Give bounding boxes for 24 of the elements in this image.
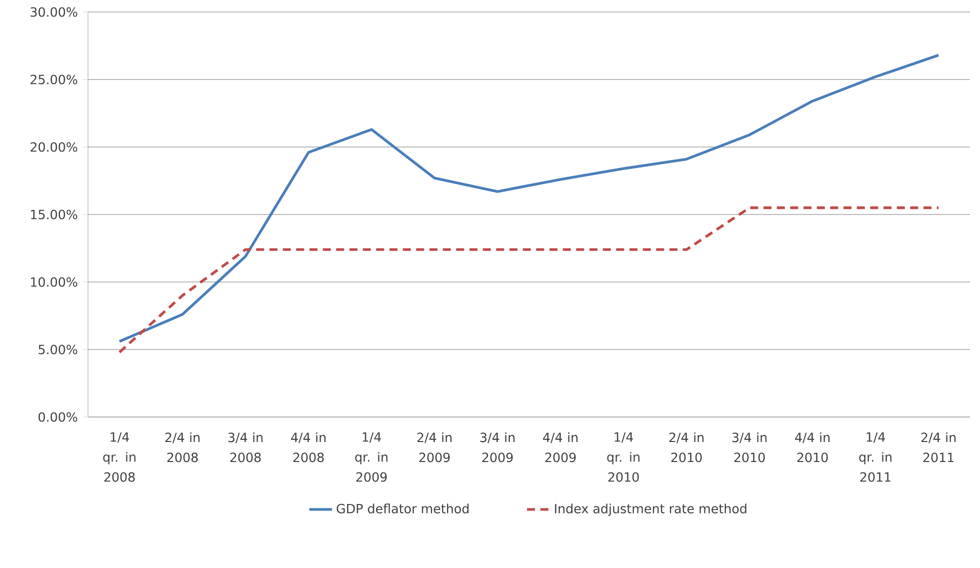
y-tick-label: 5.00% [38,344,78,354]
y-tick-label: 30.00% [30,7,78,17]
y-tick-label: 10.00% [31,277,78,287]
x-tick-label: 1/4 qr. in 2010 [607,432,640,482]
legend-label: Index adjustment rate method [555,504,746,516]
legend-label: GDP deflator method [336,504,469,514]
x-tick-label: 2/4 in 2010 [669,432,704,462]
x-tick-label: 3/4 in 2008 [228,432,263,462]
y-tick-label: 0.00% [38,412,78,422]
y-tick-label: 20.00% [30,142,78,152]
y-tick-label: 25.00% [30,74,78,84]
x-tick-label: 4/4 in 2009 [543,432,578,462]
x-tick-label: 4/4 in 2008 [291,432,326,462]
x-tick-label: 2/4 in 2011 [921,432,956,462]
x-tick-label: 1/4 qr. in 2009 [355,432,388,482]
x-tick-label: 4/4 in 2010 [795,432,830,462]
y-tick-label: 15.00% [31,210,78,220]
x-tick-label: 2/4 in 2008 [165,432,200,462]
x-tick-label: 1/4 qr. in 2008 [103,432,136,482]
x-tick-label: 1/4 qr. in 2011 [859,432,892,482]
x-tick-label: 3/4 in 2010 [732,432,767,462]
x-tick-label: 3/4 in 2009 [480,432,515,462]
x-tick-label: 2/4 in 2009 [417,432,452,462]
line-series [118,54,940,343]
